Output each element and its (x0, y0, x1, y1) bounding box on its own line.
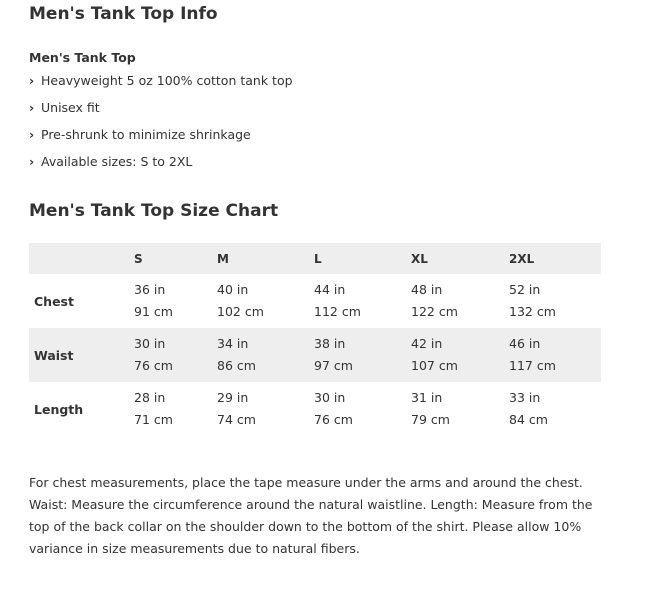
feature-list: › Heavyweight 5 oz 100% cotton tank top ›… (29, 72, 589, 180)
chevron-right-icon: › (29, 100, 35, 115)
value-cm: 102 cm (217, 304, 264, 319)
header-corner-cell (29, 243, 129, 274)
row-label-chest: Chest (34, 293, 74, 309)
table-row-length: Length 28 in 71 cm 29 in 74 cm 30 in 76 cm … (29, 382, 601, 436)
product-name: Men's Tank Top (29, 50, 136, 65)
table-cell: 30 in 76 cm (129, 328, 212, 382)
row-label-length: Length (34, 401, 84, 417)
table-cell: 28 in 71 cm (129, 382, 212, 436)
feature-item: › Pre-shrunk to minimize shrinkage (29, 126, 589, 153)
size-header-row: S M L XL 2XL (29, 243, 601, 274)
size-chart-table: S M L XL 2XL Chest 36 in 91 cm 40 in 102 c… (29, 243, 601, 436)
table-cell: 48 in 122 cm (406, 274, 504, 328)
size-header-m: M (217, 251, 229, 266)
table-cell: 44 in 112 cm (309, 274, 406, 328)
table-cell: 30 in 76 cm (309, 382, 406, 436)
feature-item: › Unisex fit (29, 99, 589, 126)
table-cell: 38 in 97 cm (309, 328, 406, 382)
value-inches: 31 in (411, 390, 443, 405)
value-inches: 30 in (134, 336, 166, 351)
size-header-2xl: 2XL (509, 251, 535, 266)
table-row-chest: Chest 36 in 91 cm 40 in 102 cm 44 in 112 cm… (29, 274, 601, 328)
value-inches: 40 in (217, 282, 249, 297)
value-cm: 112 cm (314, 304, 361, 319)
value-inches: 38 in (314, 336, 346, 351)
value-cm: 132 cm (509, 304, 556, 319)
value-inches: 30 in (314, 390, 346, 405)
value-cm: 71 cm (134, 412, 173, 427)
value-cm: 86 cm (217, 358, 256, 373)
chevron-right-icon: › (29, 127, 35, 142)
value-cm: 74 cm (217, 412, 256, 427)
info-title: Men's Tank Top Info (29, 4, 218, 24)
value-cm: 117 cm (509, 358, 556, 373)
size-header-xl: XL (411, 251, 428, 266)
feature-text: Pre-shrunk to minimize shrinkage (41, 127, 251, 142)
table-cell: 34 in 86 cm (212, 328, 309, 382)
table-cell: 46 in 117 cm (504, 328, 601, 382)
value-cm: 91 cm (134, 304, 173, 319)
value-inches: 46 in (509, 336, 541, 351)
size-chart-title: Men's Tank Top Size Chart (29, 201, 279, 221)
value-inches: 36 in (134, 282, 166, 297)
table-cell: 33 in 84 cm (504, 382, 601, 436)
value-inches: 42 in (411, 336, 443, 351)
table-row-waist: Waist 30 in 76 cm 34 in 86 cm 38 in 97 cm 4… (29, 328, 601, 382)
feature-item: › Available sizes: S to 2XL (29, 153, 589, 180)
table-cell: 29 in 74 cm (212, 382, 309, 436)
value-inches: 28 in (134, 390, 166, 405)
table-cell: 52 in 132 cm (504, 274, 601, 328)
feature-text: Unisex fit (41, 100, 100, 115)
value-inches: 48 in (411, 282, 443, 297)
measurement-note: For chest measurements, place the tape m… (29, 475, 593, 556)
table-cell: 31 in 79 cm (406, 382, 504, 436)
value-cm: 76 cm (134, 358, 173, 373)
table-cell: 42 in 107 cm (406, 328, 504, 382)
table-cell: 36 in 91 cm (129, 274, 212, 328)
value-cm: 76 cm (314, 412, 353, 427)
feature-text: Available sizes: S to 2XL (41, 154, 193, 169)
value-inches: 52 in (509, 282, 541, 297)
feature-item: › Heavyweight 5 oz 100% cotton tank top (29, 72, 589, 99)
row-label-waist: Waist (34, 347, 74, 363)
chevron-right-icon: › (29, 73, 35, 88)
value-inches: 34 in (217, 336, 249, 351)
size-header-s: S (134, 251, 143, 266)
value-cm: 107 cm (411, 358, 458, 373)
value-cm: 122 cm (411, 304, 458, 319)
value-inches: 33 in (509, 390, 541, 405)
value-inches: 44 in (314, 282, 346, 297)
value-inches: 29 in (217, 390, 249, 405)
table-cell: 40 in 102 cm (212, 274, 309, 328)
feature-text: Heavyweight 5 oz 100% cotton tank top (41, 73, 293, 88)
size-header-l: L (314, 251, 322, 266)
value-cm: 97 cm (314, 358, 353, 373)
chevron-right-icon: › (29, 154, 35, 169)
value-cm: 79 cm (411, 412, 450, 427)
value-cm: 84 cm (509, 412, 548, 427)
